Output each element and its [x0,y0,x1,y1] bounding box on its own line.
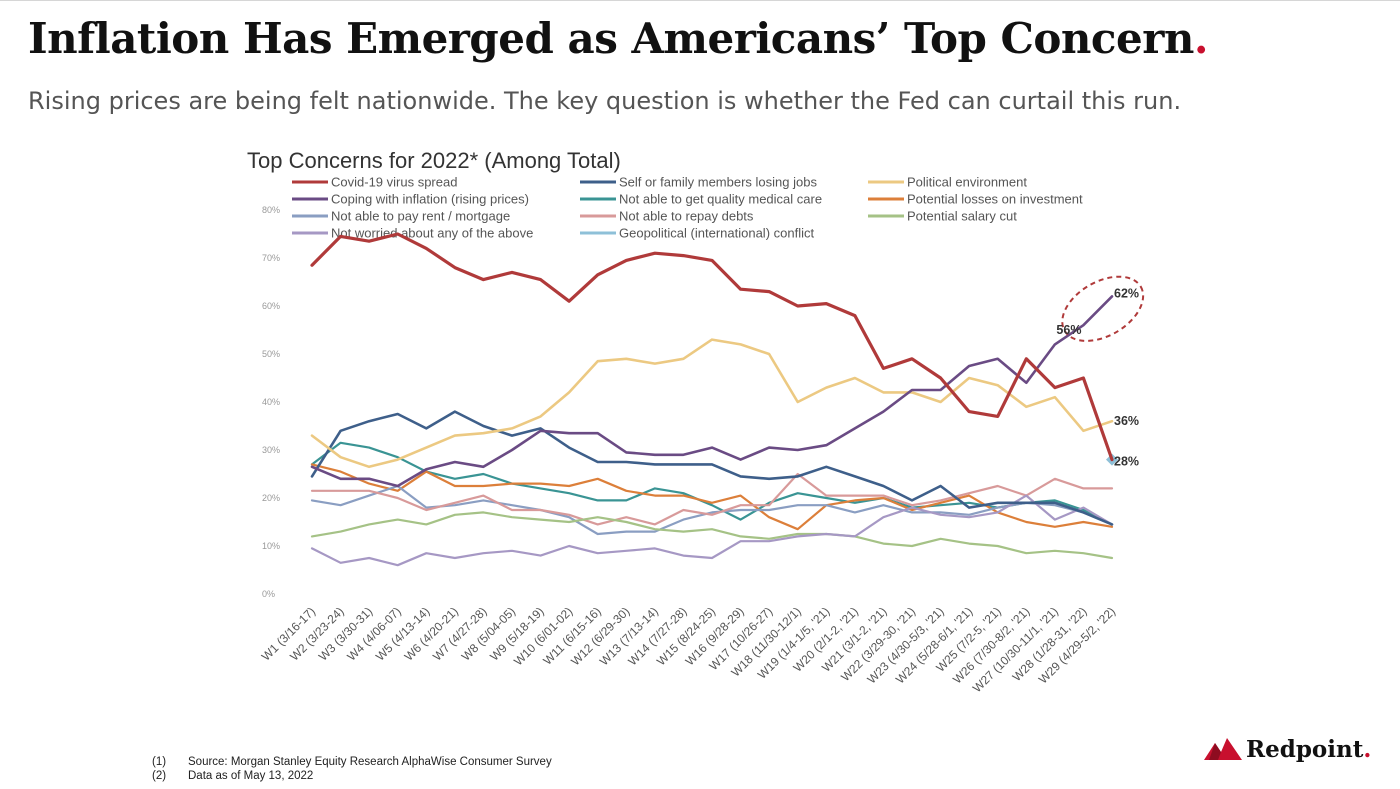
page-title: Inflation Has Emerged as Americans’ Top … [28,14,1209,63]
page-title-dot: . [1193,14,1209,63]
series-line [310,463,1114,531]
brand-name-text: Redpoint [1246,735,1364,763]
footnotes: (1) Source: Morgan Stanley Equity Researc… [152,755,552,783]
footnote-text: Source: Morgan Stanley Equity Research A… [188,756,552,768]
data-label: 36% [1114,414,1139,428]
brand-name: Redpoint. [1246,736,1371,763]
series-line [310,484,1114,536]
y-tick-label: 0% [262,589,275,599]
series-line [310,472,1114,526]
y-tick-label: 40% [262,397,280,407]
y-tick-label: 30% [262,445,280,455]
chart-title: Top Concerns for 2022* (Among Total) [247,148,621,173]
data-label: 28% [1114,455,1139,469]
legend-item: Potential losses on investment [907,192,1083,207]
top-concerns-chart: Top Concerns for 2022* (Among Total) Covi… [247,148,1145,695]
highlight-ellipse [1061,275,1145,342]
data-label: 62% [1114,286,1139,300]
y-tick-label: 80% [262,205,280,215]
legend-item: Not able to pay rent / mortgage [331,209,510,224]
series-line [310,232,1114,462]
footnote-source: (1) Source: Morgan Stanley Equity Researc… [152,755,552,769]
series-line [310,410,1114,526]
top-divider [0,0,1400,1]
page-subtitle: Rising prices are being felt nationwide.… [28,87,1182,115]
y-tick-label: 50% [262,349,280,359]
legend-item: Geopolitical (international) conflict [619,226,814,241]
page-title-text: Inflation Has Emerged as Americans’ Top … [28,14,1194,63]
y-tick-label: 70% [262,253,280,263]
legend-item: Not able to repay debts [619,209,754,224]
legend-item: Coping with inflation (rising prices) [331,192,529,207]
series-line [310,295,1114,488]
legend-item: Not worried about any of the above [331,226,533,241]
series-line [310,441,1114,526]
data-label: 56% [1056,323,1081,337]
legend-item: Covid-19 virus spread [331,175,457,190]
footnote-date: (2) Data as of May 13, 2022 [152,769,552,783]
legend-item: Political environment [907,175,1027,190]
redpoint-mark-icon [1204,738,1242,760]
y-tick-label: 10% [262,541,280,551]
series-line [310,511,1114,560]
footnote-number: (2) [152,770,167,782]
series-line [310,494,1114,567]
y-tick-label: 20% [262,493,280,503]
brand-name-dot: . [1363,735,1372,763]
legend-item: Self or family members losing jobs [619,175,817,190]
legend-item: Not able to get quality medical care [619,192,822,207]
footnote-number: (1) [152,756,167,768]
footnote-text: Data as of May 13, 2022 [188,770,314,782]
series-line [310,338,1114,469]
redpoint-logo: Redpoint. [1204,732,1371,766]
y-tick-label: 60% [262,301,280,311]
legend-item: Potential salary cut [907,209,1017,224]
